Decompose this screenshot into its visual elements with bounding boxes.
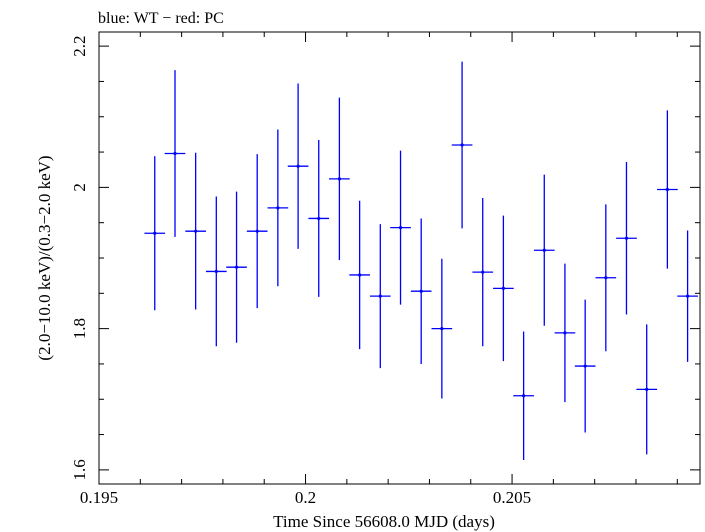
y-tick-label: 1.6 [70,459,89,480]
data-point [595,204,617,352]
data-point [677,230,698,362]
data-marker [522,394,526,398]
data-point [493,215,514,362]
data-point [329,97,350,261]
x-tick-label: 0.195 [80,488,118,507]
data-point [185,152,206,310]
data-marker [665,187,669,192]
data-point [390,150,411,305]
data-series [144,61,698,460]
data-marker [583,364,587,368]
x-axis-title: Time Since 56608.0 MJD (days) [273,512,495,531]
data-point [164,70,186,237]
x-tick-labels: 0.195 0.2 0.205 [80,488,531,507]
data-marker [501,286,505,290]
plot-frame [98,31,701,485]
y-tick-label: 1.8 [70,318,89,339]
y-axis-title: (2.0−10.0 keV)/(0.3−2.0 keV) [35,155,54,360]
data-marker [419,289,423,293]
data-marker [440,327,444,331]
data-point [574,299,596,433]
data-marker [153,231,157,235]
data-point [636,324,658,455]
data-marker [214,269,218,274]
data-marker [398,226,403,230]
data-point [657,110,678,269]
data-point [472,197,494,347]
data-marker [358,273,362,277]
data-point [287,83,309,249]
data-point [533,174,555,326]
data-marker [624,236,629,240]
y-tick-label: 2.2 [70,36,89,57]
data-point [349,200,370,350]
data-point [369,224,391,369]
data-marker [337,177,341,181]
data-marker [173,151,177,156]
data-point [246,154,268,309]
data-point [451,61,473,229]
x-tick-label: 0.2 [295,488,316,507]
data-marker [276,206,280,210]
data-marker [317,216,321,221]
chart-title: blue: WT − red: PC [98,10,224,27]
data-marker [481,270,485,274]
data-marker [234,265,239,269]
data-marker [645,387,649,391]
data-point [205,196,227,347]
data-marker [604,276,608,280]
data-point [226,191,247,343]
data-marker [460,143,464,147]
data-marker [378,294,382,298]
axis-ticks [98,32,700,484]
data-marker [542,248,546,252]
data-point [308,140,330,297]
y-tick-labels: 1.6 1.8 2 2.2 [70,36,89,481]
data-point [616,161,637,315]
data-marker [296,164,300,168]
data-marker [686,294,690,298]
x-tick-label: 0.205 [493,488,531,507]
data-point [144,156,166,311]
data-point [410,218,432,364]
data-marker [194,229,198,233]
data-marker [255,229,259,233]
data-marker [563,331,567,335]
data-point [513,331,534,460]
data-point [431,258,453,399]
data-point [267,129,289,287]
data-point [554,263,576,403]
y-tick-label: 2 [70,183,89,192]
